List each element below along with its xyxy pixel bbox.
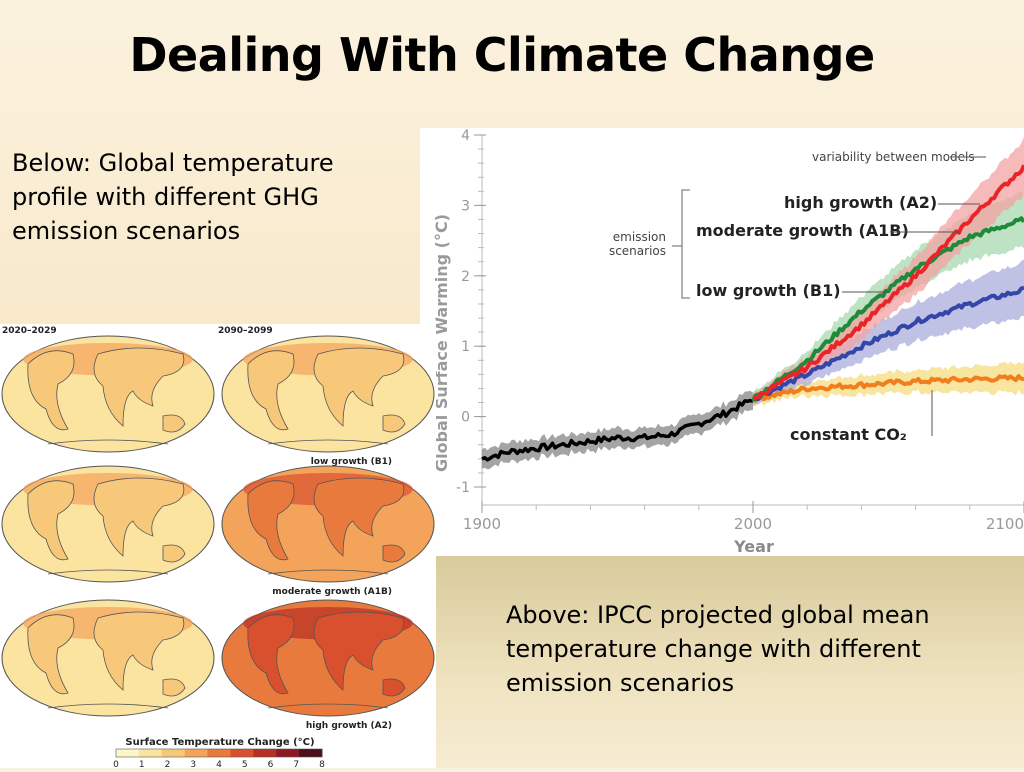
chart-axes: -1 0 1 2 3 4 1900 2000 2100 <box>456 128 1024 533</box>
colorbar-swatch <box>207 749 231 757</box>
temperature-maps-svg: 2020–2029 2090–2099 low growth (B1) moder… <box>1 326 435 770</box>
temperature-maps: 2020–2029 2090–2099 low growth (B1) moder… <box>0 324 436 770</box>
slide-title: Dealing With Climate Change <box>129 28 875 82</box>
colorbar-tick: 1 <box>139 760 145 768</box>
colorbar-title: Surface Temperature Change (°C) <box>125 737 314 748</box>
world-map <box>1 599 215 717</box>
chart-lines <box>481 164 1024 462</box>
y-tick-label: 0 <box>461 410 470 426</box>
x-tick-label: 2100 <box>986 515 1024 533</box>
colorbar-tick: 7 <box>293 760 299 768</box>
colorbar-tick: 0 <box>113 760 119 768</box>
y-tick-label: 1 <box>461 339 470 355</box>
caption-below: Below: Global temperature profile with d… <box>12 149 334 245</box>
series-line <box>481 398 754 462</box>
warming-chart-svg: -1 0 1 2 3 4 1900 2000 2100 Global Surface Warmi… <box>432 128 1024 556</box>
x-tick-label: 1900 <box>463 515 501 533</box>
legend-label-a1b: moderate growth (A1B) <box>696 221 909 240</box>
map-row-label: moderate growth (A1B) <box>272 587 392 597</box>
colorbar-swatch <box>230 749 254 757</box>
series-line <box>752 164 1024 400</box>
colorbar-swatch <box>184 749 209 757</box>
colorbar-swatch <box>276 749 300 757</box>
map-column-right: 2090–2099 <box>218 326 273 336</box>
legend-label-a2: high growth (A2) <box>784 193 937 212</box>
colorbar-swatch <box>138 749 163 757</box>
chart-bands <box>482 136 1024 470</box>
legend-label-b1: low growth (B1) <box>696 281 841 300</box>
caption-panel <box>436 556 1024 768</box>
world-map <box>1 335 215 453</box>
y-tick-label: 2 <box>461 269 470 285</box>
series-line <box>752 285 1024 402</box>
series-line <box>752 374 1024 403</box>
colorbar-swatch <box>116 749 140 757</box>
uncertainty-band <box>482 390 753 470</box>
world-map <box>221 599 435 717</box>
colorbar-swatch <box>299 749 323 757</box>
colorbar-swatch <box>253 749 277 757</box>
colorbar: 0 1 2 3 4 5 6 7 8 <box>113 748 325 770</box>
y-tick-label: -1 <box>456 480 470 496</box>
map-column-left: 2020–2029 <box>2 326 57 336</box>
emission-scenarios-note: emission scenarios <box>609 230 666 258</box>
world-map <box>221 465 435 583</box>
colorbar-tick: 4 <box>216 760 222 768</box>
variability-note: variability between models <box>812 150 975 164</box>
y-axis-label: Global Surface Warming (°C) <box>432 214 451 472</box>
map-row-label: low growth (B1) <box>311 457 392 467</box>
map-row-label: high growth (A2) <box>306 721 392 731</box>
map-grid: low growth (B1) moderate growth (A1B) high… <box>1 335 435 731</box>
colorbar-tick: 2 <box>165 760 171 768</box>
x-tick-label: 2000 <box>734 515 772 533</box>
series-line <box>751 216 1024 402</box>
uncertainty-band <box>753 361 1024 408</box>
y-tick-label: 3 <box>461 198 470 214</box>
warming-chart: -1 0 1 2 3 4 1900 2000 2100 Global Surface Warmi… <box>420 128 1024 556</box>
colorbar-tick: 6 <box>268 760 274 768</box>
x-axis-label: Year <box>733 537 774 556</box>
colorbar-tick: 3 <box>190 760 196 768</box>
caption-above: Above: IPCC projected global mean temper… <box>506 601 930 697</box>
y-tick-label: 4 <box>461 128 470 144</box>
colorbar-swatch <box>161 749 186 757</box>
uncertainty-band <box>753 136 1024 404</box>
legend-label-constant: constant CO₂ <box>790 425 907 444</box>
world-map <box>1 465 215 583</box>
world-map <box>221 335 435 453</box>
colorbar-tick: 8 <box>319 760 325 768</box>
colorbar-tick: 5 <box>242 760 248 768</box>
